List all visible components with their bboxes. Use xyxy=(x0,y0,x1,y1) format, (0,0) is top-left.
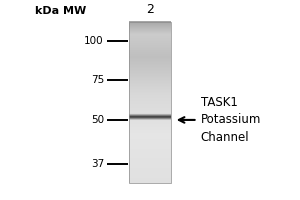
Text: TASK1: TASK1 xyxy=(200,96,237,109)
Text: Potassium: Potassium xyxy=(200,113,261,126)
Text: 37: 37 xyxy=(91,159,104,169)
Bar xyxy=(129,22,171,183)
Text: 50: 50 xyxy=(91,115,104,125)
Text: 100: 100 xyxy=(84,36,104,46)
Text: 75: 75 xyxy=(91,75,104,85)
Text: kDa MW: kDa MW xyxy=(35,6,86,16)
Text: Channel: Channel xyxy=(200,131,249,144)
Text: 2: 2 xyxy=(146,3,154,16)
